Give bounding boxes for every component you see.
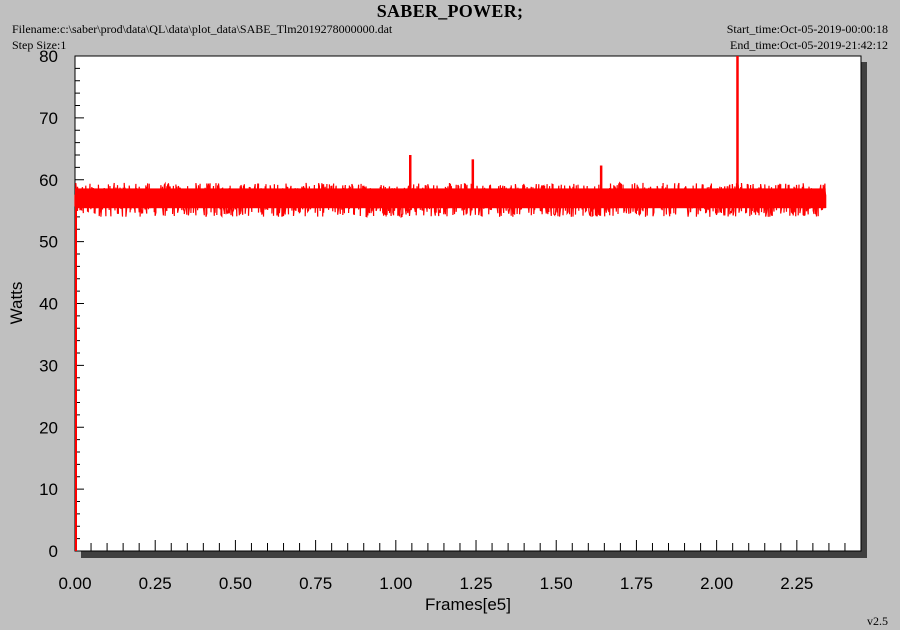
x-tick-label: 1.00: [379, 574, 412, 593]
x-tick-label: 1.25: [459, 574, 492, 593]
series-band: [75, 188, 826, 209]
x-tick-label: 1.50: [540, 574, 573, 593]
x-tick-label: 0.75: [299, 574, 332, 593]
y-tick-label: 30: [39, 356, 58, 375]
chart-title: SABER_POWER;: [376, 1, 524, 21]
series-layer: [74, 56, 827, 551]
y-tick-label: 60: [39, 171, 58, 190]
y-tick-label: 50: [39, 233, 58, 252]
y-tick-label: 80: [39, 47, 58, 66]
end-time-label: End_time:Oct-05-2019-21:42:12: [730, 38, 888, 52]
x-tick-label: 0.00: [58, 574, 91, 593]
tick-labels: 0 10 20 30 40 50 60 70 80 0.00 0.25 0.50 0.75 1.00 1.2…: [39, 47, 813, 593]
version-label: v2.5: [867, 614, 888, 628]
plot-area: [74, 55, 862, 552]
y-tick-label: 10: [39, 480, 58, 499]
y-axis-label: Watts: [7, 282, 26, 325]
filename-label: Filename:c:\saber\prod\data\QL\data\plot…: [12, 22, 393, 36]
x-tick-label: 2.25: [780, 574, 813, 593]
y-tick-label: 70: [39, 109, 58, 128]
y-tick-label: 20: [39, 418, 58, 437]
x-axis-label: Frames[e5]: [425, 595, 511, 614]
x-tick-label: 1.75: [620, 574, 653, 593]
x-tick-label: 0.25: [139, 574, 172, 593]
x-tick-label: 0.50: [219, 574, 252, 593]
start-time-label: Start_time:Oct-05-2019-00:00:18: [726, 22, 888, 36]
x-tick-label: 2.00: [700, 574, 733, 593]
y-tick-label: 0: [49, 542, 58, 561]
step-size-label: Step Size:1: [12, 38, 67, 52]
y-tick-label: 40: [39, 295, 58, 314]
